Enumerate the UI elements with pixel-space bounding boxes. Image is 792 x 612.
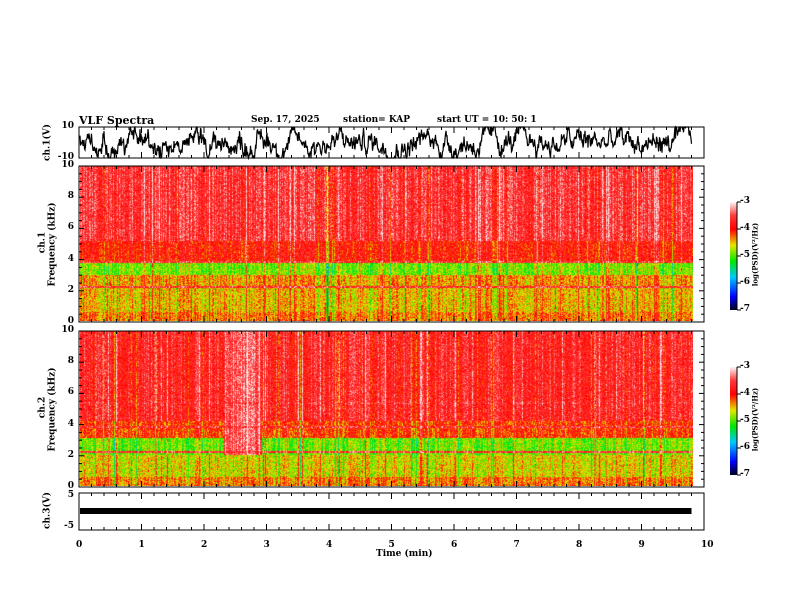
y-tick-label: 10 xyxy=(61,325,74,335)
x-tick-label: 3 xyxy=(263,540,270,550)
y-tick-label: 0 xyxy=(67,481,74,491)
ch1-colorbar-label: log(PSD)(V²/Hz) xyxy=(750,222,760,287)
colorbar-tick-label: -3 xyxy=(740,196,750,206)
station-label: station= KAP xyxy=(343,115,411,125)
x-axis-label: Time (min) xyxy=(376,549,433,559)
colorbar-tick-label: -5 xyxy=(740,250,750,260)
y-tick-label: 10 xyxy=(61,160,74,170)
y-tick-label: 4 xyxy=(67,418,74,429)
ch1-spec-ylabel-bottom: Frequency (kHz) xyxy=(47,202,58,287)
ch2-spec-ylabel-bottom: Frequency (kHz) xyxy=(47,367,58,452)
ch1-ylabel: ch.1(V) xyxy=(42,124,53,161)
ch1-waveform-line xyxy=(79,125,693,161)
ch2-colorbar-label: log(PSD)(V²/Hz) xyxy=(750,387,760,452)
x-tick-label: 7 xyxy=(513,540,520,550)
y-tick-label: 8 xyxy=(67,356,74,367)
colorbar-tick-label: -7 xyxy=(740,469,750,479)
ch3-waveform-band xyxy=(80,508,692,514)
x-tick-label: 4 xyxy=(326,540,333,550)
x-tick-label: 5 xyxy=(388,540,395,550)
ch1-spec-ylabel-top: ch.1 xyxy=(37,231,48,254)
ch2-spectrogram xyxy=(80,331,693,486)
x-tick-label: 8 xyxy=(576,540,583,550)
y-tick-label: 2 xyxy=(67,449,74,460)
colorbar-tick-label: -6 xyxy=(740,442,750,452)
panel-frame-s1 xyxy=(78,165,705,323)
ch1-colorbar xyxy=(730,202,737,310)
y-tick-label: 10 xyxy=(61,121,74,131)
start-time-label: start UT = 10: 50: 1 xyxy=(437,115,537,125)
x-tick-label: 0 xyxy=(76,540,83,550)
y-tick-label: 6 xyxy=(67,387,74,398)
y-tick-label: 5 xyxy=(67,490,74,500)
y-tick-label: 0 xyxy=(67,316,74,326)
colorbar-tick-label: -4 xyxy=(740,388,750,398)
ch2-colorbar xyxy=(730,367,737,475)
ch1-spectrogram xyxy=(80,166,693,321)
colorbar-tick-label: -3 xyxy=(740,361,750,371)
x-tick-label: 2 xyxy=(201,540,208,550)
y-tick-label: 6 xyxy=(67,222,74,233)
x-tick-label: 6 xyxy=(451,540,458,550)
colorbar-tick-label: -7 xyxy=(740,304,750,314)
x-tick-label: 9 xyxy=(638,540,645,550)
y-tick-label: -5 xyxy=(64,521,74,531)
colorbar-tick-label: -4 xyxy=(740,223,750,233)
colorbar-tick-label: -5 xyxy=(740,415,750,425)
ch3-ylabel: ch.3(V) xyxy=(42,492,53,529)
y-tick-label: 8 xyxy=(67,191,74,202)
colorbar-tick-label: -6 xyxy=(740,277,750,287)
y-tick-label: 2 xyxy=(67,284,74,295)
x-tick-label: 10 xyxy=(701,540,714,550)
panel-frame-s2 xyxy=(78,330,705,488)
y-tick-label: -10 xyxy=(57,152,74,162)
date-label: Sep. 17, 2025 xyxy=(251,115,320,125)
figure-title: VLF Spectra xyxy=(79,114,155,127)
x-tick-label: 1 xyxy=(138,540,145,550)
ch2-spec-ylabel-top: ch.2 xyxy=(37,396,48,419)
y-tick-label: 4 xyxy=(67,253,74,264)
